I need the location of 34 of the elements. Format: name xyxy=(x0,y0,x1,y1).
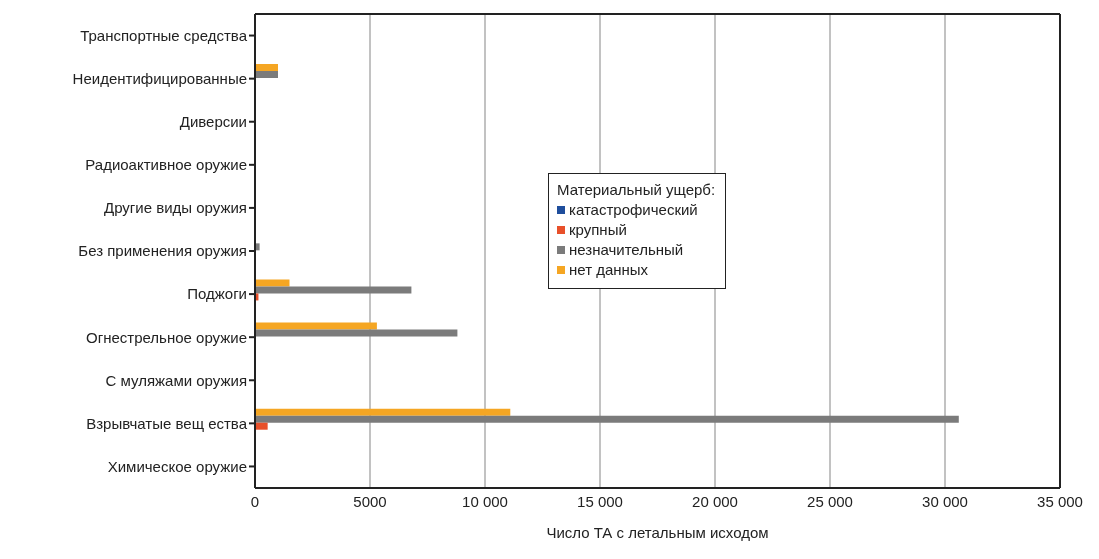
x-tick-label: 20 000 xyxy=(692,492,738,510)
x-tick-label: 25 000 xyxy=(807,492,853,510)
bar xyxy=(255,279,290,287)
legend-label: незначительный xyxy=(569,240,684,260)
y-tick-label: Поджоги xyxy=(187,285,247,303)
bar xyxy=(255,322,377,330)
bar xyxy=(255,63,278,71)
y-tick-label: Огнестрельное оружие xyxy=(86,328,247,346)
bar xyxy=(255,286,412,294)
y-tick-label: Взрывчатые вещ ества xyxy=(86,414,248,432)
x-tick-label: 35 000 xyxy=(1037,492,1083,510)
y-tick-label: Неидентифицированные xyxy=(72,69,247,87)
bar xyxy=(255,408,511,416)
bar xyxy=(255,329,458,337)
y-tick-label: Другие виды оружия xyxy=(104,199,247,217)
bar xyxy=(255,70,278,78)
y-tick-label: Диверсии xyxy=(179,113,247,131)
x-tick-label: 5000 xyxy=(353,492,387,510)
y-tick-label: С муляжами оружия xyxy=(105,371,247,389)
bar xyxy=(255,415,959,423)
x-tick-label: 10 000 xyxy=(462,492,508,510)
y-tick-label: Без применения оружия xyxy=(78,242,247,260)
x-tick-label: 0 xyxy=(250,492,260,510)
legend-label: катастрофический xyxy=(569,200,698,220)
legend-title: Материальный ущерб: xyxy=(557,180,716,200)
y-tick-label: Радиоактивное оружие xyxy=(85,156,247,174)
x-axis-title: Число ТА с летальным исходом xyxy=(546,524,769,541)
y-tick-label: Транспортные средства xyxy=(80,26,248,44)
legend-label: нет данных xyxy=(569,260,649,280)
x-tick-label: 30 000 xyxy=(922,492,968,510)
legend-label: крупный xyxy=(569,220,627,240)
x-tick-label: 15 000 xyxy=(577,492,623,510)
bar xyxy=(255,422,268,430)
y-tick-label: Химическое оружие xyxy=(107,457,247,475)
